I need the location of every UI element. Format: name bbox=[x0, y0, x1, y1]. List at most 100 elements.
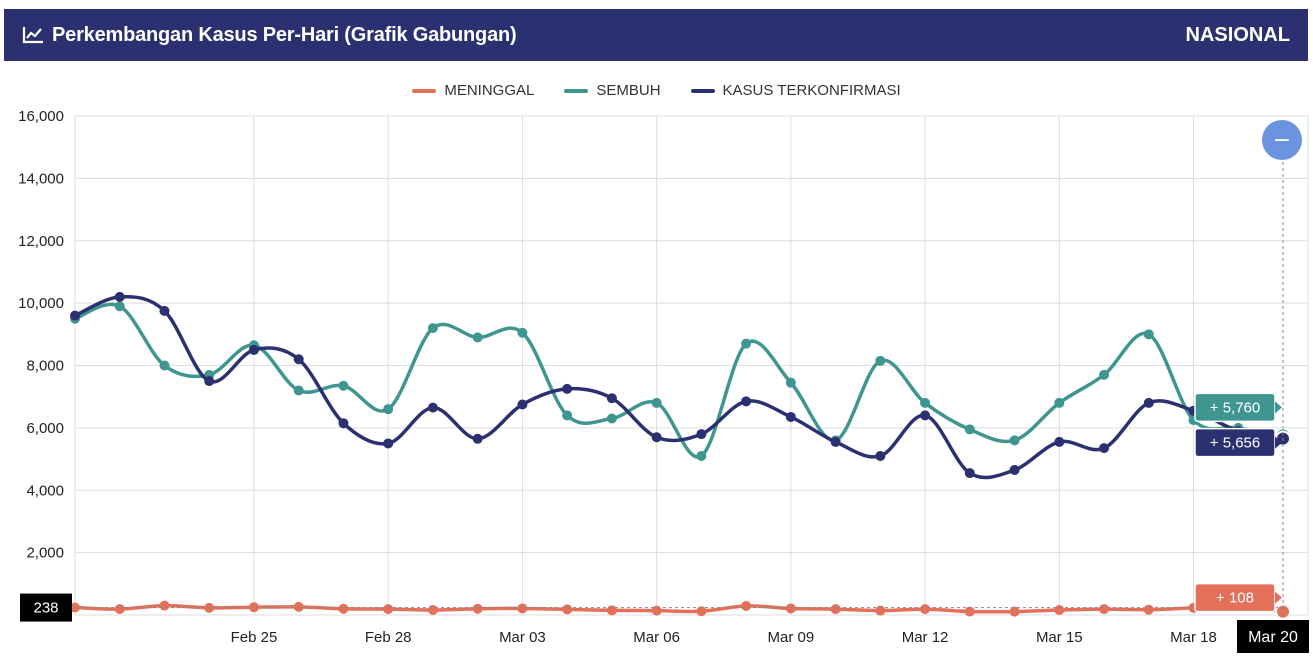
data-point-meninggal bbox=[964, 606, 975, 617]
data-point-meninggal bbox=[875, 605, 886, 616]
data-point-sembuh bbox=[1009, 435, 1020, 446]
data-point-sembuh bbox=[338, 380, 349, 391]
data-point-konfirmasi bbox=[785, 411, 796, 422]
header-title-group: Perkembangan Kasus Per-Hari (Grafik Gabu… bbox=[22, 9, 517, 61]
legend-item-sembuh[interactable]: SEMBUH bbox=[564, 82, 661, 99]
data-point-konfirmasi bbox=[1054, 436, 1065, 447]
data-point-konfirmasi bbox=[517, 399, 528, 410]
x-tick-label: Mar 03 bbox=[499, 629, 546, 646]
y-tick-label: 10,000 bbox=[18, 295, 64, 312]
y-tick-label: 12,000 bbox=[18, 233, 64, 250]
chart-legend: MENINGGAL SEMBUH KASUS TERKONFIRMASI bbox=[0, 82, 1313, 99]
data-point-meninggal bbox=[651, 605, 662, 616]
data-point-sembuh bbox=[293, 385, 304, 396]
legend-label-konfirmasi: KASUS TERKONFIRMASI bbox=[722, 82, 901, 99]
data-point-meninggal bbox=[472, 603, 483, 614]
y-tick-label: 2,000 bbox=[26, 545, 64, 562]
data-point-konfirmasi bbox=[472, 433, 483, 444]
data-point-sembuh bbox=[427, 323, 438, 334]
zoom-out-icon bbox=[1262, 120, 1302, 160]
zoom-out-symbol: − bbox=[1273, 128, 1291, 153]
data-point-konfirmasi bbox=[741, 396, 752, 407]
tooltip-arrow-sembuh bbox=[1275, 401, 1282, 414]
data-point-sembuh bbox=[159, 360, 170, 371]
data-point-konfirmasi bbox=[830, 436, 841, 447]
legend-label-sembuh: SEMBUH bbox=[596, 82, 661, 99]
chart-header: Perkembangan Kasus Per-Hari (Grafik Gabu… bbox=[4, 9, 1308, 61]
data-point-sembuh bbox=[1099, 369, 1110, 380]
tooltip-label-sembuh: + 5,760 bbox=[1210, 399, 1260, 416]
data-point-sembuh bbox=[696, 450, 707, 461]
series-line-meninggal bbox=[74, 603, 1284, 614]
data-point-meninggal bbox=[920, 604, 931, 615]
data-point-sembuh bbox=[785, 377, 796, 388]
tooltip-arrow-meninggal bbox=[1275, 591, 1282, 604]
legend-swatch-sembuh bbox=[564, 88, 589, 93]
data-point-meninggal bbox=[741, 600, 752, 611]
data-point-sembuh bbox=[651, 397, 662, 408]
data-point-konfirmasi bbox=[606, 393, 617, 404]
data-point-meninggal bbox=[1143, 604, 1154, 615]
x-pointer-box bbox=[1237, 620, 1309, 653]
series-line-konfirmasi bbox=[74, 294, 1284, 480]
legend-item-meninggal[interactable]: MENINGGAL bbox=[412, 82, 534, 99]
legend-swatch-meninggal bbox=[412, 88, 437, 93]
y-axis: 02,0004,0006,0008,00010,00012,00014,0001… bbox=[18, 108, 64, 624]
y-tick-label: 14,000 bbox=[18, 170, 64, 187]
data-point-meninggal bbox=[114, 604, 125, 615]
data-point-konfirmasi bbox=[248, 344, 259, 355]
page-title: Perkembangan Kasus Per-Hari (Grafik Gabu… bbox=[52, 23, 517, 46]
data-point-meninggal bbox=[248, 602, 259, 613]
data-point-meninggal bbox=[159, 600, 170, 611]
data-point-konfirmasi bbox=[651, 432, 662, 443]
data-point-meninggal bbox=[427, 605, 438, 616]
data-point-konfirmasi bbox=[696, 429, 707, 440]
data-point-sembuh bbox=[1054, 397, 1065, 408]
x-axis: Feb 25 Feb 28 Mar 03 Mar 06 Mar 09 Mar 12 Mar … bbox=[231, 629, 1217, 646]
data-point-meninggal bbox=[1009, 606, 1020, 617]
data-point-sembuh bbox=[875, 355, 886, 366]
data-point-sembuh bbox=[964, 424, 975, 435]
data-point-konfirmasi bbox=[427, 402, 438, 413]
data-point-sembuh bbox=[741, 338, 752, 349]
data-point-konfirmasi bbox=[964, 468, 975, 479]
data-point-meninggal bbox=[1099, 604, 1110, 615]
y-tick-label: 4,000 bbox=[26, 482, 64, 499]
data-point-meninggal bbox=[785, 603, 796, 614]
gridlines bbox=[74, 115, 1309, 616]
data-point-meninggal bbox=[517, 603, 528, 614]
data-point-konfirmasi bbox=[70, 310, 80, 321]
tooltip-arrow-konfirmasi bbox=[1275, 436, 1282, 449]
data-point-konfirmasi bbox=[1009, 464, 1020, 475]
data-point-sembuh bbox=[114, 301, 125, 312]
data-point-konfirmasi bbox=[159, 305, 170, 316]
data-point-sembuh bbox=[606, 413, 617, 424]
data-point-meninggal bbox=[338, 603, 349, 614]
y-pointer-box bbox=[20, 593, 72, 622]
data-point-meninggal bbox=[383, 604, 394, 615]
data-point-konfirmasi bbox=[1143, 397, 1154, 408]
data-point-meninggal bbox=[293, 601, 304, 612]
x-tick-label: Mar 09 bbox=[768, 629, 815, 646]
x-tick-label: Mar 15 bbox=[1036, 629, 1083, 646]
data-point-konfirmasi bbox=[920, 410, 931, 421]
x-pointer-label: Mar 20 bbox=[1248, 629, 1298, 646]
data-point-meninggal bbox=[1054, 605, 1065, 616]
series-layer bbox=[70, 291, 1291, 620]
data-point-sembuh bbox=[1143, 329, 1154, 340]
data-point-sembuh bbox=[472, 332, 483, 343]
data-point-konfirmasi bbox=[293, 354, 304, 365]
data-point-meninggal bbox=[1275, 603, 1291, 620]
x-tick-label: Mar 12 bbox=[902, 629, 949, 646]
zoom-out-button[interactable]: − bbox=[1262, 120, 1302, 160]
legend-swatch-konfirmasi bbox=[690, 88, 715, 93]
overlay-layer: 238 Mar 20 + 5,760 + 5,656 + 108 − bbox=[20, 120, 1309, 653]
scope-label: NASIONAL bbox=[1185, 23, 1290, 46]
data-point-sembuh bbox=[562, 410, 573, 421]
line-chart-icon bbox=[22, 27, 43, 44]
y-tick-label: 16,000 bbox=[18, 108, 64, 125]
data-point-konfirmasi bbox=[562, 383, 573, 394]
legend-item-konfirmasi[interactable]: KASUS TERKONFIRMASI bbox=[690, 82, 901, 99]
data-point-konfirmasi bbox=[204, 376, 215, 387]
